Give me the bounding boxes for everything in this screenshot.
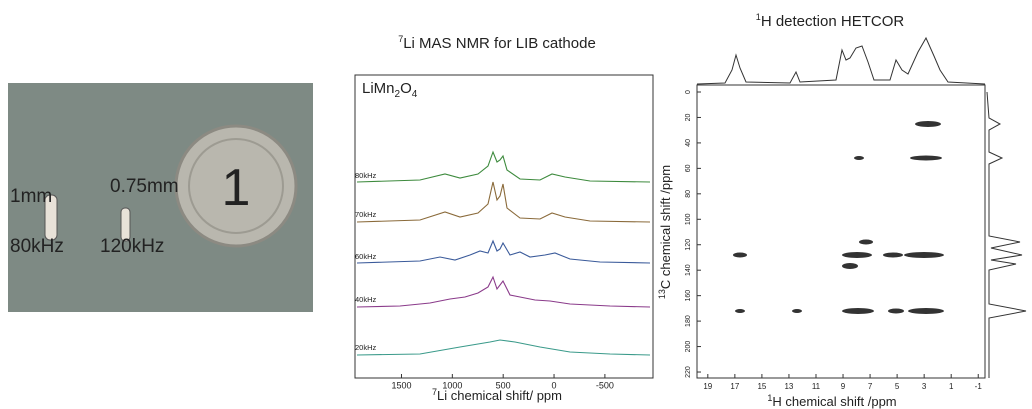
x-tick-label: 1000: [442, 380, 462, 390]
x-tick-label: 11: [812, 382, 821, 391]
superscript: 13: [657, 289, 667, 299]
spectrum: [356, 150, 651, 183]
projection-13c: [986, 91, 1027, 378]
x-axis-label: 1H chemical shift /ppm: [767, 393, 896, 409]
superscript: 7: [398, 34, 403, 44]
photo-label: 80kHz: [10, 236, 64, 257]
cross-peak: [842, 263, 858, 269]
label-text: Li chemical shift/ ppm: [437, 388, 562, 403]
x-tick-label: -500: [596, 380, 614, 390]
cross-peak: [910, 155, 942, 161]
cross-peak: [915, 121, 941, 127]
x-tick-label: 7: [868, 382, 873, 391]
rate-label: 60kHz: [355, 252, 377, 261]
cross-peak: [733, 252, 747, 258]
y-tick-label: 140: [685, 264, 692, 276]
y-tick-label: 80: [685, 190, 692, 198]
y-tick-label: 20: [685, 113, 692, 121]
x-axis-label: 7Li chemical shift/ ppm: [432, 387, 562, 403]
spectrum: [356, 239, 651, 264]
title-text: H detection HETCOR: [761, 13, 905, 30]
y-tick-label: 0: [685, 90, 692, 94]
cross-peak: [735, 309, 745, 313]
panel-title: 1H detection HETCOR: [756, 12, 905, 30]
plot-frame: [696, 84, 986, 379]
y-tick-label: 40: [685, 139, 692, 147]
plot-frame: [354, 74, 654, 379]
coin: [174, 124, 298, 248]
y-tick-label: 160: [685, 290, 692, 302]
cross-peak: [854, 156, 864, 160]
label-text: H chemical shift /ppm: [772, 394, 896, 409]
sample-label: LiMn2O4: [362, 80, 418, 100]
formula-part: O: [400, 80, 412, 97]
formula-sub: 4: [412, 89, 418, 100]
x-tick-label: 1: [949, 382, 954, 391]
spectrum: [356, 181, 651, 223]
cross-peak: [842, 308, 874, 314]
superscript: 1: [767, 393, 772, 403]
title-text: Li MAS NMR for LIB cathode: [403, 35, 596, 52]
y-tick-label: 100: [685, 213, 692, 225]
spectrum: [356, 275, 651, 308]
x-tick-label: -1: [975, 382, 983, 391]
x-tick-label: 5: [895, 382, 900, 391]
label-text: C chemical shift /ppm: [658, 165, 673, 289]
x-tick-label: 3: [922, 382, 927, 391]
rate-label: 70kHz: [355, 210, 377, 219]
panel-title: 7Li MAS NMR for LIB cathode: [398, 34, 596, 52]
photo-label: 0.75mm: [110, 176, 179, 197]
y-tick-label: 200: [685, 341, 692, 353]
rate-label: 20kHz: [355, 343, 377, 352]
superscript: 1: [756, 12, 761, 22]
formula-sub: 2: [395, 89, 401, 100]
cross-peaks: [733, 121, 944, 314]
x-tick-label: 13: [784, 382, 793, 391]
x-tick-label: 9: [841, 382, 846, 391]
cross-peak: [888, 308, 904, 314]
spectrum: [356, 339, 651, 356]
cross-peak: [859, 239, 873, 245]
x-tick-label: 0: [552, 380, 557, 390]
x-tick-label: 1500: [391, 380, 411, 390]
cross-peak: [883, 252, 903, 258]
x-tick-label: 15: [757, 382, 766, 391]
x-tick-label: 19: [703, 382, 712, 391]
rotor: [44, 194, 58, 241]
y-tick-label: 60: [685, 164, 692, 172]
y-tick-label: 220: [685, 366, 692, 378]
formula-part: LiMn: [362, 80, 395, 97]
photo-label: 1mm: [10, 186, 52, 207]
rate-label: 80kHz: [355, 171, 377, 180]
x-tick-label: 17: [730, 382, 739, 391]
rotor: [120, 207, 131, 242]
projection-1h: [696, 36, 986, 85]
y-tick-label: 120: [685, 239, 692, 251]
coin-digit: 1: [222, 159, 251, 217]
y-axis-label: 13C chemical shift /ppm: [657, 165, 673, 299]
cross-peak: [842, 252, 872, 258]
cross-peak: [904, 252, 944, 258]
y-tick-label: 180: [685, 315, 692, 327]
cross-peak: [792, 309, 802, 313]
rate-label: 40kHz: [355, 295, 377, 304]
cross-peak: [908, 308, 944, 314]
photo-label: 120kHz: [100, 236, 164, 257]
x-tick-label: 500: [496, 380, 511, 390]
superscript: 7: [432, 387, 437, 397]
coin-rim: [188, 138, 284, 234]
